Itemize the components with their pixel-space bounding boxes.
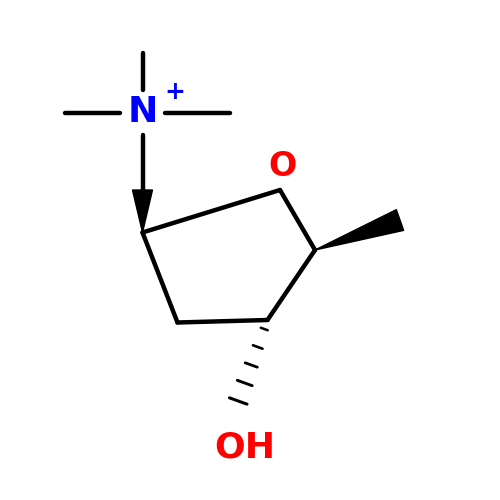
Polygon shape xyxy=(315,210,404,250)
Text: N: N xyxy=(128,96,158,130)
Text: OH: OH xyxy=(214,430,276,464)
Polygon shape xyxy=(132,190,152,232)
Text: O: O xyxy=(268,150,296,182)
Text: +: + xyxy=(164,80,186,104)
